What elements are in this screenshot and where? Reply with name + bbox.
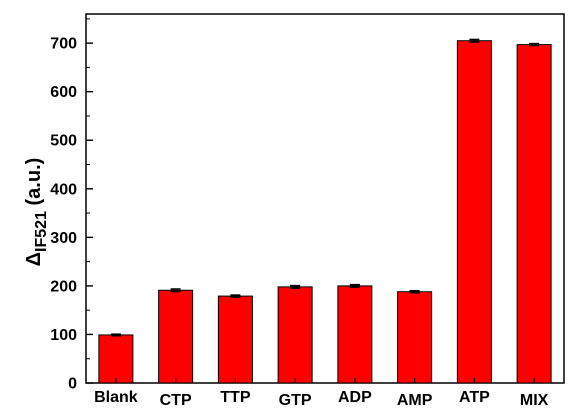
y-tick-label-600: 600 <box>50 84 77 101</box>
bar-atp <box>457 41 491 383</box>
x-tick-label-blank: Blank <box>94 389 138 406</box>
bar-ctp <box>159 290 193 383</box>
x-tick-label-ctp: CTP <box>160 392 192 409</box>
bar-gtp <box>278 287 312 383</box>
y-axis-label-subscript: IF521 <box>33 211 50 252</box>
y-tick-label-400: 400 <box>50 181 77 198</box>
x-tick-label-mix: MIX <box>520 392 549 409</box>
bar-ttp <box>218 296 252 383</box>
x-tick-label-adp: ADP <box>338 389 372 406</box>
y-tick-label-700: 700 <box>50 36 77 53</box>
y-tick-label-500: 500 <box>50 133 77 150</box>
y-tick-label-200: 200 <box>50 278 77 295</box>
y-axis-tick-labels: 0 100 200 300 400 500 600 700 <box>50 36 77 393</box>
x-tick-label-ttp: TTP <box>220 389 251 406</box>
y-axis-ticks <box>86 19 93 383</box>
x-tick-label-atp: ATP <box>459 389 490 406</box>
x-tick-label-amp: AMP <box>397 392 433 409</box>
y-axis-label-delta: Δ <box>23 252 45 266</box>
bar-adp <box>338 286 372 383</box>
y-axis-label-suffix: (a.u.) <box>23 158 45 211</box>
x-axis-tick-labels: Blank CTP TTP GTP ADP AMP ATP MIX <box>94 389 549 409</box>
y-axis-label: ΔIF521 (a.u.) <box>23 158 50 267</box>
bar-mix <box>517 45 551 383</box>
bars <box>99 41 551 383</box>
bar-amp <box>398 292 432 383</box>
y-tick-label-100: 100 <box>50 327 77 344</box>
bar-blank <box>99 335 133 383</box>
y-tick-label-300: 300 <box>50 230 77 247</box>
y-tick-label-0: 0 <box>68 376 77 393</box>
plot-frame <box>86 14 564 383</box>
x-tick-label-gtp: GTP <box>279 392 312 409</box>
plot-area <box>86 14 564 383</box>
